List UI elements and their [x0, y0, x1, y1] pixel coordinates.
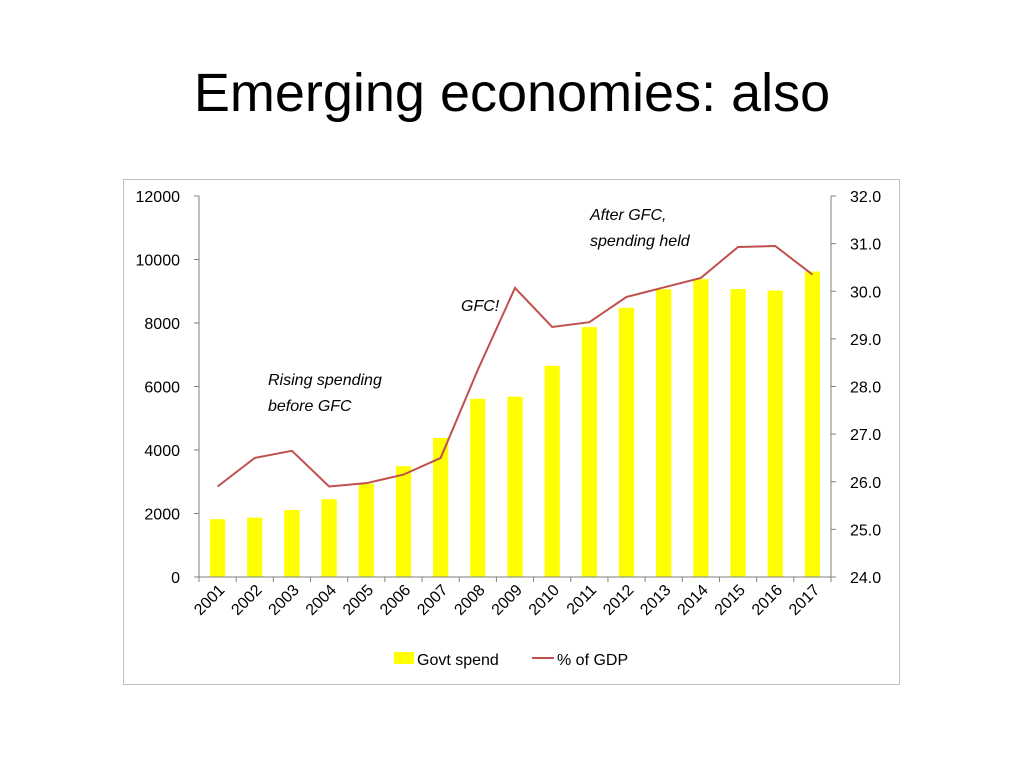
y-left-tick-label: 10000: [136, 253, 181, 270]
x-tick-label-2005: 2005: [340, 582, 377, 619]
y-right-tick-label: 31.0: [850, 237, 881, 254]
bar-2015: [730, 289, 746, 577]
x-tick-label-2017: 2017: [786, 582, 823, 619]
annotation-rising-spending: before GFC: [268, 398, 352, 415]
bar-2006: [395, 466, 412, 577]
bar-2013: [656, 289, 672, 577]
y-left-tick-label: 4000: [144, 443, 180, 460]
bar-2002: [247, 517, 263, 577]
annotation-after-gfc: spending held: [590, 233, 691, 250]
x-tick-label-2011: 2011: [564, 582, 600, 618]
y-right-tick-label: 28.0: [850, 380, 881, 397]
x-tick-label-2006: 2006: [377, 582, 414, 619]
x-tick-label-2009: 2009: [489, 582, 526, 619]
bar-2008: [470, 398, 486, 577]
bar-2014: [693, 279, 709, 577]
bar-2001: [209, 519, 226, 577]
legend-label-pct-gdp: % of GDP: [557, 652, 628, 669]
x-tick-label-2008: 2008: [451, 582, 488, 619]
x-tick-label-2010: 2010: [526, 582, 563, 619]
x-tick-label-2004: 2004: [303, 582, 340, 619]
y-left-tick-label: 12000: [136, 189, 181, 206]
bar-2016: [767, 290, 783, 577]
annotation-after-gfc: After GFC,: [589, 207, 666, 224]
bar-2012: [618, 307, 635, 577]
annotation-rising-spending: Rising spending: [268, 372, 382, 389]
bar-2017: [804, 271, 821, 577]
slide-title: Emerging economies: also: [193, 63, 831, 123]
x-tick-label-2003: 2003: [266, 582, 303, 619]
bar-2004: [321, 499, 337, 577]
y-left-tick-label: 8000: [144, 316, 180, 333]
chart-area: 0 2000 4000 6000 8000 10000 12000 24.0 25.0 26.0 2…: [123, 179, 900, 685]
y-right-tick-label: 30.0: [850, 284, 881, 301]
annotation-gfc: GFC!: [461, 298, 500, 315]
legend-swatch-govt-spend: [394, 652, 414, 664]
x-tick-label-2001: 2001: [191, 582, 228, 619]
y-right-tick-label: 27.0: [850, 427, 881, 444]
y-right-tick-label: 25.0: [850, 522, 881, 539]
y-right-tick-label: 32.0: [850, 189, 881, 206]
y-left-tick-label: 6000: [144, 380, 180, 397]
y-left-tick-label: 0: [171, 570, 180, 587]
x-tick-label-2016: 2016: [749, 582, 786, 619]
x-tick-label-2014: 2014: [675, 582, 712, 619]
x-tick-label-2002: 2002: [228, 582, 265, 619]
bar-2007: [433, 437, 449, 577]
x-tick-label-2007: 2007: [414, 582, 451, 619]
y-left-tick-label: 2000: [144, 507, 180, 524]
bar-2009: [507, 396, 523, 577]
bar-2010: [544, 365, 560, 577]
combo-chart: 0 2000 4000 6000 8000 10000 12000 24.0 25.0 26.0 2…: [136, 189, 882, 669]
x-tick-label-2012: 2012: [600, 582, 637, 619]
y-right-tick-label: 26.0: [850, 475, 881, 492]
bar-2011: [581, 327, 597, 577]
y-right-tick-label: 29.0: [850, 332, 881, 349]
line-series-pct-gdp: [216, 244, 814, 488]
x-tick-label-2015: 2015: [712, 582, 749, 619]
bar-2005: [358, 483, 374, 577]
y-right-tick-label: 24.0: [850, 570, 881, 587]
bar-2003: [284, 510, 300, 577]
legend-label-govt-spend: Govt spend: [417, 652, 499, 669]
x-tick-label-2013: 2013: [637, 582, 674, 619]
